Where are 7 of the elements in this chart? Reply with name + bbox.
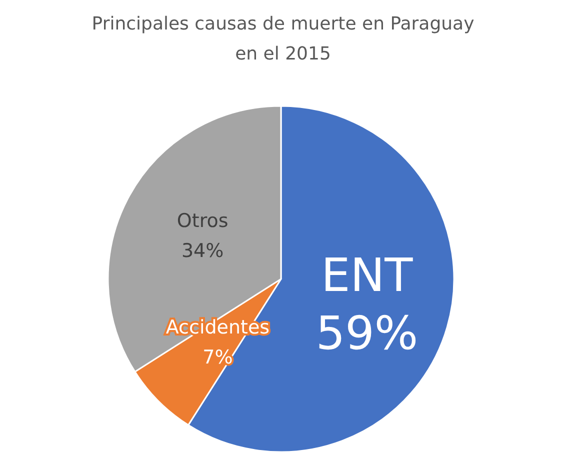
chart-title: Principales causas de muerte en Paraguay en el 2015 bbox=[92, 14, 475, 64]
data-label: 7% bbox=[202, 346, 233, 368]
slice-label: Accidentes bbox=[166, 316, 270, 338]
slice-label: ENT bbox=[321, 248, 414, 302]
slice-label: Otros bbox=[176, 210, 228, 232]
data-label: 59% bbox=[316, 306, 418, 360]
data-label: 34% bbox=[181, 240, 224, 262]
